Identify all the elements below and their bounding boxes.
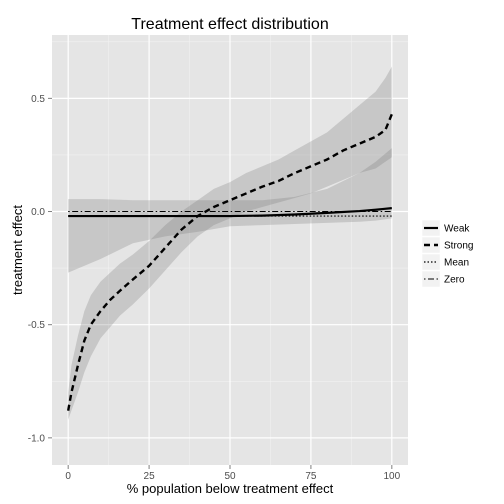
x-tick-label: 75	[305, 471, 317, 482]
band-weak	[68, 148, 392, 273]
legend-key-box	[421, 236, 441, 254]
band-strong	[68, 66, 392, 420]
y-tick-label: -1.0	[28, 433, 46, 444]
legend: Weak Strong Mean Zero	[421, 219, 473, 288]
legend-label-strong: Strong	[444, 241, 473, 252]
y-axis-title: treatment effect	[10, 205, 25, 295]
legend-label-mean: Mean	[444, 258, 469, 269]
y-tick-label: -0.5	[28, 320, 46, 331]
x-tick-label: 100	[383, 471, 400, 482]
x-axis: 0 25 50 75 100	[65, 465, 401, 482]
y-tick-label: 0.0	[31, 207, 45, 218]
series-line-weak	[68, 207, 392, 218]
x-tick-label: 25	[144, 471, 156, 482]
legend-label-weak: Weak	[444, 224, 470, 235]
chart-title: Treatment effect distribution	[131, 16, 328, 33]
legend-label-zero: Zero	[444, 275, 465, 286]
y-axis: -1.0 -0.5 0.0 0.5	[28, 94, 52, 444]
series-lines	[66, 113, 393, 411]
x-tick-label: 0	[65, 471, 71, 482]
x-tick-label: 50	[224, 471, 236, 482]
y-tick-label: 0.5	[31, 94, 45, 105]
x-axis-title: % population below treatment effect	[127, 481, 334, 496]
confidence-bands	[68, 66, 392, 420]
